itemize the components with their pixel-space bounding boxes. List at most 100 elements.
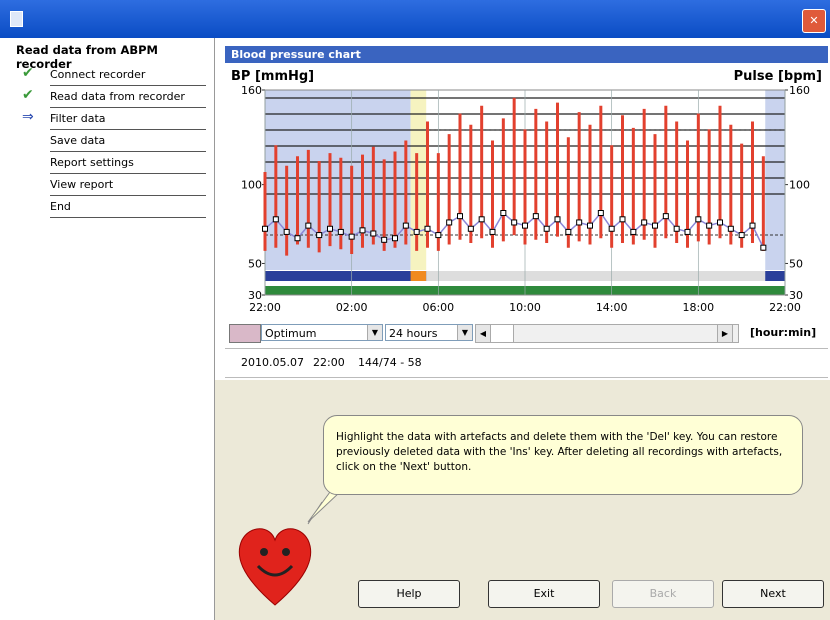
pulse-marker [673,225,680,232]
x-tick-label: 14:00 [596,301,628,314]
status-date: 2010.05.07 [241,356,304,369]
pulse-marker [684,228,691,235]
x-tick-label: 06:00 [422,301,454,314]
step-icon: ⇒ [22,109,34,125]
pulse-marker [467,225,474,232]
pulse-marker [370,230,377,237]
profile-value: Optimum [265,327,317,340]
x-tick-label: 18:00 [682,301,714,314]
pulse-marker [316,232,323,239]
unit-label: [hour:min] [750,326,817,339]
step: Filter data [50,108,206,130]
pulse-marker [402,222,409,229]
step: Save data [50,130,206,152]
app-icon [10,11,23,27]
step-icon: ✔ [22,65,34,81]
pulse-marker [435,232,442,239]
pulse-marker [587,222,593,229]
status-time: 22:00 [313,356,345,369]
scrollbar[interactable]: ◀ [475,324,739,343]
panel-title: Blood pressure chart [225,46,828,63]
pulse-marker [619,216,626,223]
button[interactable]: Next [722,580,824,608]
pulse-marker [305,222,312,229]
pulse-marker [608,225,615,232]
upper-strip [426,271,766,281]
pulse-marker [457,213,463,220]
step: View report [50,174,206,196]
pulse-marker [283,228,290,235]
pulse-marker [446,219,453,226]
y2-tick-label: 100 [789,179,810,192]
step: Connect recorder [50,64,206,86]
night-band [765,90,785,270]
status-reading: 144/74 - 58 [358,356,422,369]
button: Back [612,580,714,608]
pulse-marker [392,235,398,242]
pulse-marker [413,228,420,235]
status-bar: 2010.05.07 22:00 144/74 - 58 [225,348,828,378]
scroll-right[interactable]: ▶ [717,324,733,343]
pulse-marker [760,244,767,251]
y2-tick-label: 30 [789,289,803,302]
close-button[interactable]: ✕ [802,9,826,33]
pulse-marker [717,219,723,226]
y-axis-label: BP [mmHg] [231,69,314,84]
y2-tick-label: 50 [789,257,803,270]
pulse-marker [489,228,496,235]
x-tick-label: 22:00 [249,301,281,314]
morning-band [410,90,427,270]
step-icon: ✔ [22,87,34,103]
step: Read data from recorder [50,86,206,108]
pulse-marker [532,213,539,220]
y-tick-label: 30 [248,289,262,302]
pulse-marker [554,216,561,223]
button[interactable]: Help [358,580,460,608]
chart: BP [mmHg] Pulse [bpm] 30 50 100 160 30 50 100 160… [231,69,822,314]
sidebar: Read data from ABPM recorder Connect rec… [0,38,215,620]
pulse-marker [424,225,431,232]
controls: Optimum ▼ 24 hours ▼ ◀ ▶ [hour:min] [225,322,828,346]
pulse-marker [727,225,734,232]
x-tick-label: 22:00 [769,301,801,314]
pulse-marker [706,222,713,229]
title-bar: ✕ [0,0,830,38]
upper-strip [410,271,427,281]
range-value: 24 hours [389,327,438,340]
pulse-marker [641,219,648,226]
x-tick-label: 02:00 [336,301,368,314]
pulse-marker [630,228,637,235]
y-tick-label: 100 [241,179,262,192]
y-tick-label: 160 [241,84,262,97]
pulse-marker [337,228,344,235]
tip-bubble: Highlight the data with artefacts and de… [323,415,803,495]
pulse-marker [294,235,301,242]
pulse-marker [381,236,388,243]
pulse-marker [662,213,669,220]
pulse-marker [695,216,702,223]
pulse-marker [543,225,550,232]
step: Report settings [50,152,206,174]
pulse-marker [272,216,279,223]
sidebar-title: Read data from ABPM recorder [16,43,159,71]
y-tick-label: 50 [248,257,262,270]
range-select[interactable]: 24 hours ▼ [385,324,473,341]
pulse-marker [262,225,268,232]
pulse-marker [511,219,518,226]
tip-pointer [307,491,340,523]
pulse-marker [597,210,604,216]
pulse-marker [359,227,366,234]
step: End [50,196,206,218]
button[interactable]: Exit [488,580,600,608]
pulse-marker [500,210,507,216]
pulse-marker [652,222,658,229]
view-button[interactable] [229,324,261,343]
y2-tick-label: 160 [789,84,810,97]
y2-axis-label: Pulse [bpm] [734,69,822,84]
pulse-marker [522,222,528,229]
x-tick-label: 10:00 [509,301,541,314]
pulse-marker [478,216,485,223]
profile-select[interactable]: Optimum ▼ [261,324,383,341]
pulse-marker [327,225,333,232]
